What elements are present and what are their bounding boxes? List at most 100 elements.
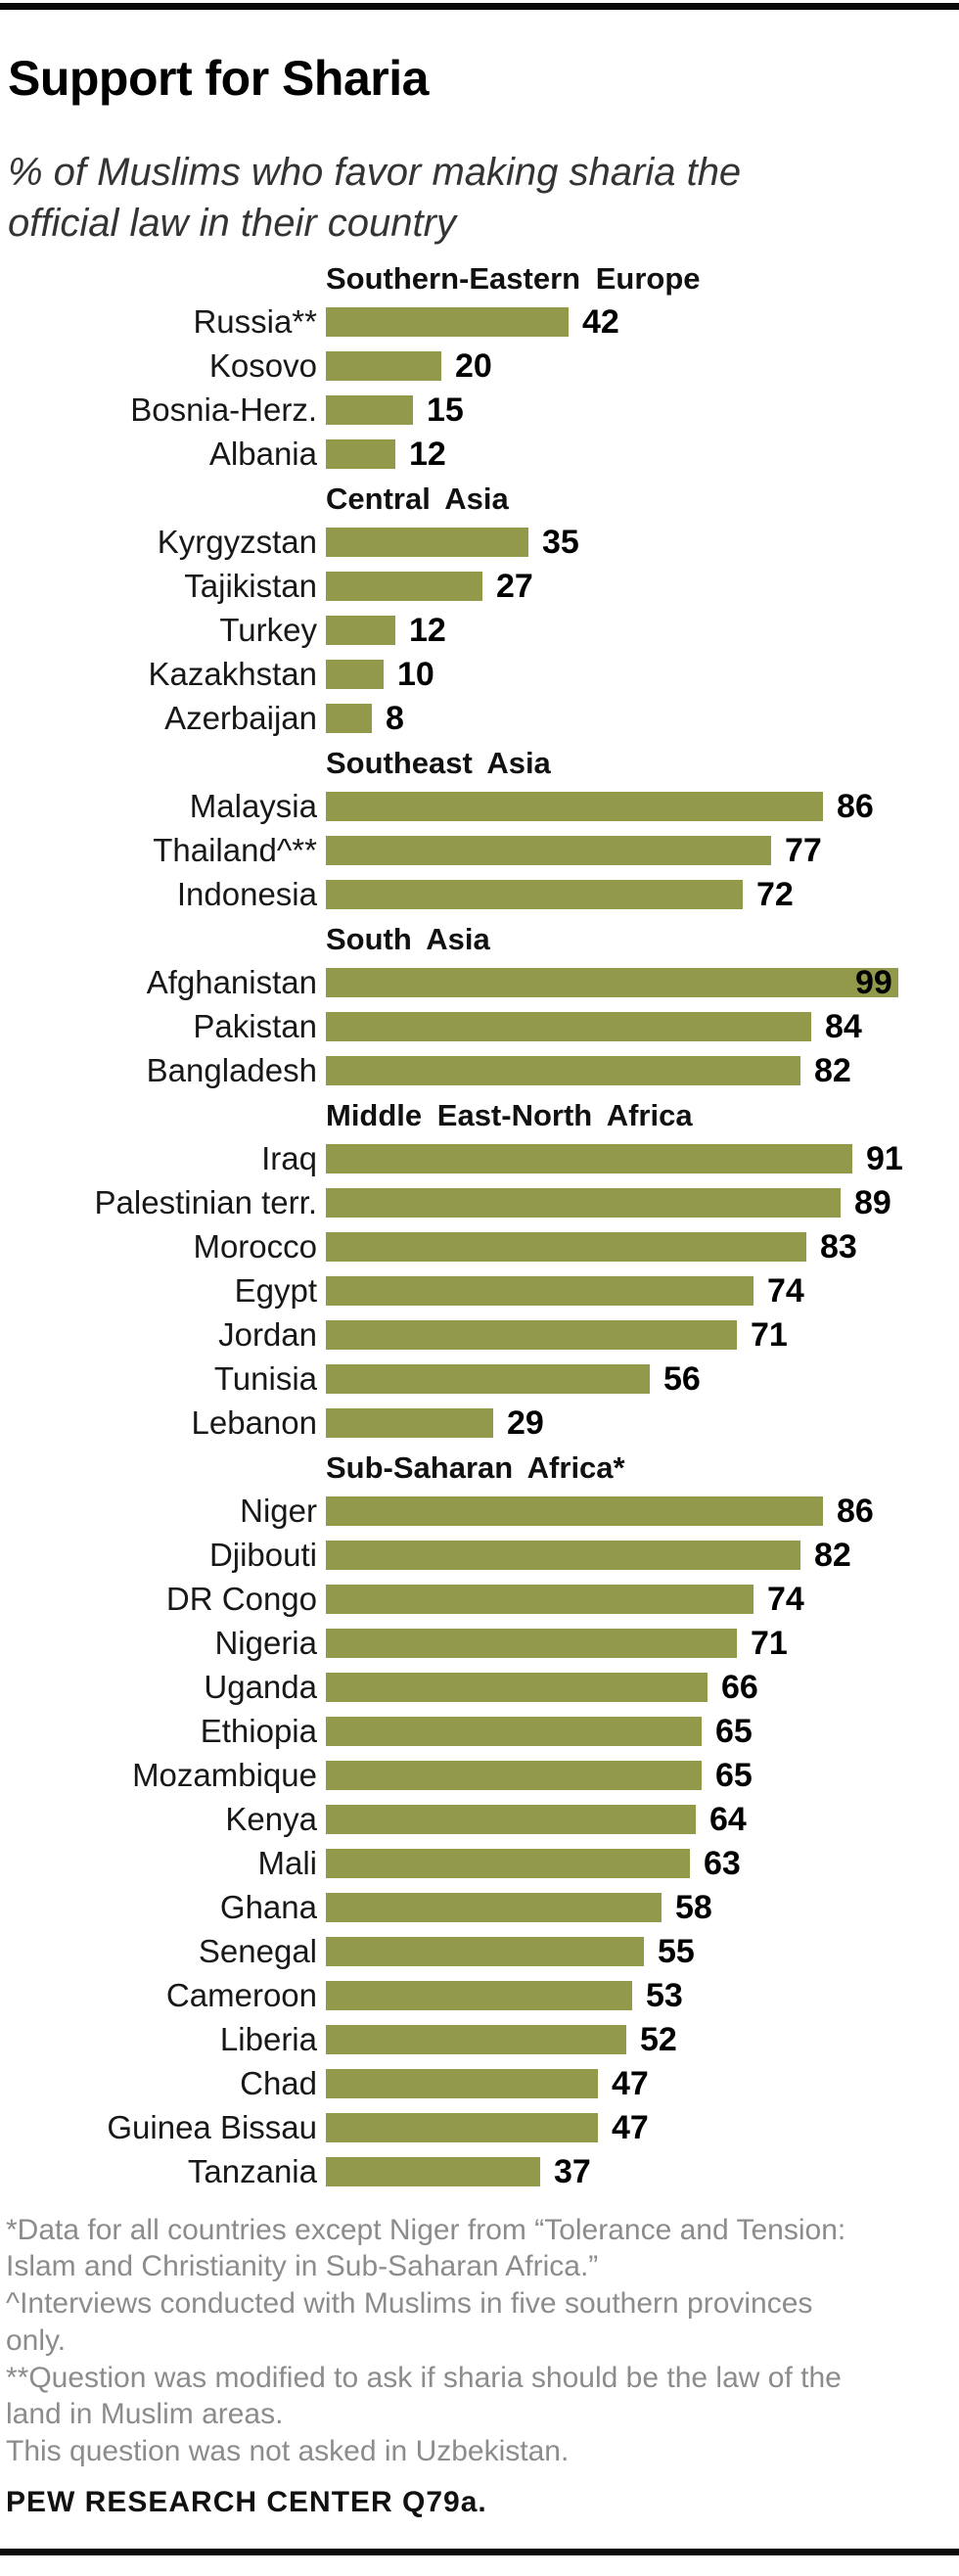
bar — [326, 1056, 800, 1085]
bar-row: Morocco 83 — [0, 1225, 959, 1269]
bar-row: Senegal 55 — [0, 1930, 959, 1974]
value-label: 72 — [756, 875, 794, 913]
bar-row: Niger 86 — [0, 1490, 959, 1534]
value-label: 20 — [455, 346, 492, 385]
bar — [326, 395, 413, 425]
bar — [326, 1805, 696, 1834]
country-label: Palestinian terr. — [94, 1184, 317, 1220]
section-header: Middle East-North Africa — [326, 1097, 693, 1132]
country-label: Djibouti — [208, 1537, 317, 1573]
bar — [326, 439, 395, 469]
value-label: 8 — [386, 699, 404, 737]
country-label: Guinea Bissau — [107, 2109, 317, 2145]
bar-row: Turkey 12 — [0, 609, 959, 653]
value-label: 56 — [663, 1359, 701, 1398]
value-label: 58 — [675, 1888, 712, 1926]
value-label: 37 — [554, 2152, 591, 2190]
value-label: 65 — [715, 1712, 753, 1750]
bar — [326, 307, 569, 337]
country-label: Tajikistan — [184, 568, 317, 604]
top-rule — [0, 3, 959, 10]
country-label: Lebanon — [191, 1404, 317, 1441]
bar-row: Mali 63 — [0, 1842, 959, 1886]
value-label: 66 — [721, 1668, 758, 1706]
value-label: 71 — [751, 1315, 788, 1354]
chart: Southern-Eastern Europe Russia** 42 Kosovo 2… — [0, 256, 959, 2194]
bar — [326, 1981, 632, 2010]
value-label: 74 — [767, 1271, 804, 1310]
bar-row: Djibouti 82 — [0, 1534, 959, 1578]
bar — [326, 1937, 644, 1966]
bar-row: Russia** 42 — [0, 300, 959, 345]
country-label: Ethiopia — [200, 1713, 317, 1749]
country-label: Albania — [208, 436, 317, 472]
value-label: 71 — [751, 1624, 788, 1662]
bar — [326, 1629, 737, 1658]
country-label: Liberia — [219, 2021, 317, 2057]
bar-row: Mozambique 65 — [0, 1754, 959, 1798]
value-label: 10 — [397, 655, 434, 693]
bar-row: Tajikistan 27 — [0, 565, 959, 609]
bar-row: Jordan 71 — [0, 1313, 959, 1357]
bar-row: Kosovo 20 — [0, 345, 959, 389]
bar — [326, 1276, 754, 1306]
country-label: Kosovo — [208, 347, 317, 384]
value-label: 64 — [709, 1800, 747, 1838]
bar-row: Bangladesh 82 — [0, 1049, 959, 1093]
bar-row: Guinea Bissau 47 — [0, 2106, 959, 2150]
bar — [326, 660, 384, 689]
bar — [326, 2113, 598, 2142]
country-label: DR Congo — [165, 1581, 317, 1617]
value-label: 15 — [427, 391, 464, 429]
value-label: 84 — [825, 1007, 862, 1045]
value-label: 74 — [767, 1580, 804, 1618]
bar-row: Nigeria 71 — [0, 1622, 959, 1666]
country-label: Jordan — [218, 1316, 317, 1353]
bar — [326, 616, 395, 645]
bar — [326, 1849, 690, 1878]
section-header: South Asia — [326, 921, 490, 956]
bar — [326, 1320, 737, 1350]
bottom-rule — [0, 2549, 959, 2556]
bar-row: Liberia 52 — [0, 2018, 959, 2062]
value-label: 82 — [814, 1051, 851, 1089]
bar-row: Albania 12 — [0, 433, 959, 477]
value-label: 35 — [542, 523, 579, 561]
value-label: 86 — [837, 787, 874, 825]
bar — [326, 2157, 540, 2186]
bar-row: Uganda 66 — [0, 1666, 959, 1710]
section-header-row: Southern-Eastern Europe — [0, 256, 959, 300]
bar — [326, 572, 482, 601]
country-label: Mozambique — [132, 1757, 317, 1793]
bar-row: Palestinian terr. 89 — [0, 1181, 959, 1225]
bar — [326, 1188, 841, 1218]
footnote: *Data for all countries except Niger fro… — [6, 2213, 846, 2283]
bar-row: Chad 47 — [0, 2062, 959, 2106]
bar — [326, 528, 528, 557]
chart-subtitle: % of Muslims who favor making sharia the… — [8, 150, 742, 245]
bar — [326, 1673, 708, 1702]
bar-row: Tanzania 37 — [0, 2150, 959, 2194]
country-label: Tunisia — [213, 1360, 317, 1397]
bar-row: Indonesia 72 — [0, 873, 959, 917]
source-line: PEW RESEARCH CENTER Q79a. — [6, 2486, 487, 2519]
section-header: Southern-Eastern Europe — [326, 260, 701, 296]
bar-row: Ethiopia 65 — [0, 1710, 959, 1754]
country-label: Egypt — [234, 1272, 317, 1309]
section-header: Sub-Saharan Africa* — [326, 1449, 625, 1485]
country-label: Azerbaijan — [164, 700, 317, 736]
value-label: 47 — [612, 2064, 649, 2102]
value-label: 12 — [409, 611, 446, 649]
bar — [326, 1144, 852, 1173]
country-label: Turkey — [219, 612, 317, 648]
bar-row: Thailand^** 77 — [0, 829, 959, 873]
bar-row: DR Congo 74 — [0, 1578, 959, 1622]
value-label: 47 — [612, 2108, 649, 2146]
value-label: 63 — [704, 1844, 741, 1882]
country-label: Russia** — [193, 303, 317, 340]
bar-row: Malaysia 86 — [0, 785, 959, 829]
bar — [326, 836, 771, 865]
bar — [326, 880, 743, 909]
footnote: ^Interviews conducted with Muslims in fi… — [6, 2287, 813, 2357]
value-label: 91 — [866, 1139, 903, 1177]
